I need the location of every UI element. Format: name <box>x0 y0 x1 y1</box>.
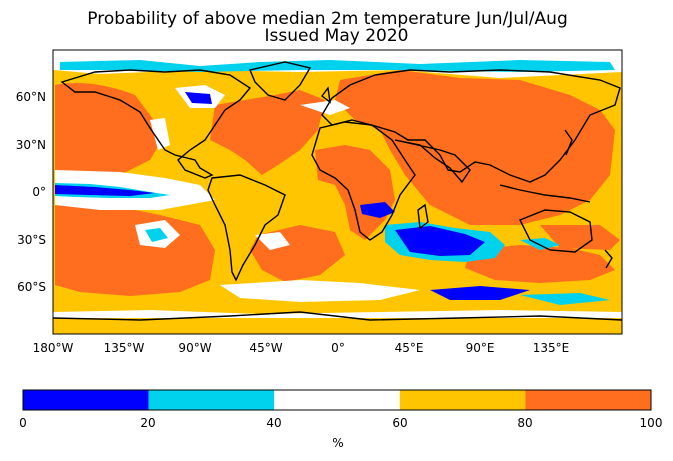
colorbar-segment-40-60 <box>274 390 400 410</box>
probability-field <box>53 50 622 334</box>
colorbar <box>22 389 652 411</box>
lat-tick-60s: 60°S <box>17 280 46 294</box>
lon-tick-45e: 45°E <box>394 341 424 355</box>
map-title: Probability of above median 2m temperatu… <box>87 9 568 29</box>
colorbar-segment-20-40 <box>148 390 275 410</box>
colorbar-tick-60: 60 <box>392 416 408 430</box>
lon-tick-135e: 135°E <box>532 341 570 355</box>
lat-tick-60n: 60°N <box>15 90 46 104</box>
lat-tick-30s: 30°S <box>17 233 46 247</box>
colorbar-tick-0: 0 <box>19 416 27 430</box>
lon-tick-90e: 90°E <box>465 341 495 355</box>
colorbar-tick-20: 20 <box>140 416 156 430</box>
colorbar-segment-60-80 <box>399 390 526 410</box>
lat-tick-0: 0° <box>32 185 46 199</box>
lat-tick-30n: 30°N <box>15 138 46 152</box>
colorbar-units: % <box>332 436 344 450</box>
colorbar-segment-80-100 <box>525 390 651 410</box>
colorbar-segment-0-20 <box>23 390 149 410</box>
lon-tick-135w: 135°W <box>103 341 145 355</box>
coastlines <box>53 61 622 321</box>
colorbar-tick-40: 40 <box>266 416 282 430</box>
colorbar-tick-80: 80 <box>517 416 533 430</box>
colorbar-tick-100: 100 <box>639 416 663 430</box>
map-subtitle: Issued May 2020 <box>264 26 409 46</box>
lon-tick-90w: 90°W <box>178 341 212 355</box>
lon-tick-0: 0° <box>331 341 345 355</box>
map-frame <box>52 49 623 335</box>
lon-tick-45w: 45°W <box>249 341 283 355</box>
lon-tick-180w: 180°W <box>32 341 74 355</box>
